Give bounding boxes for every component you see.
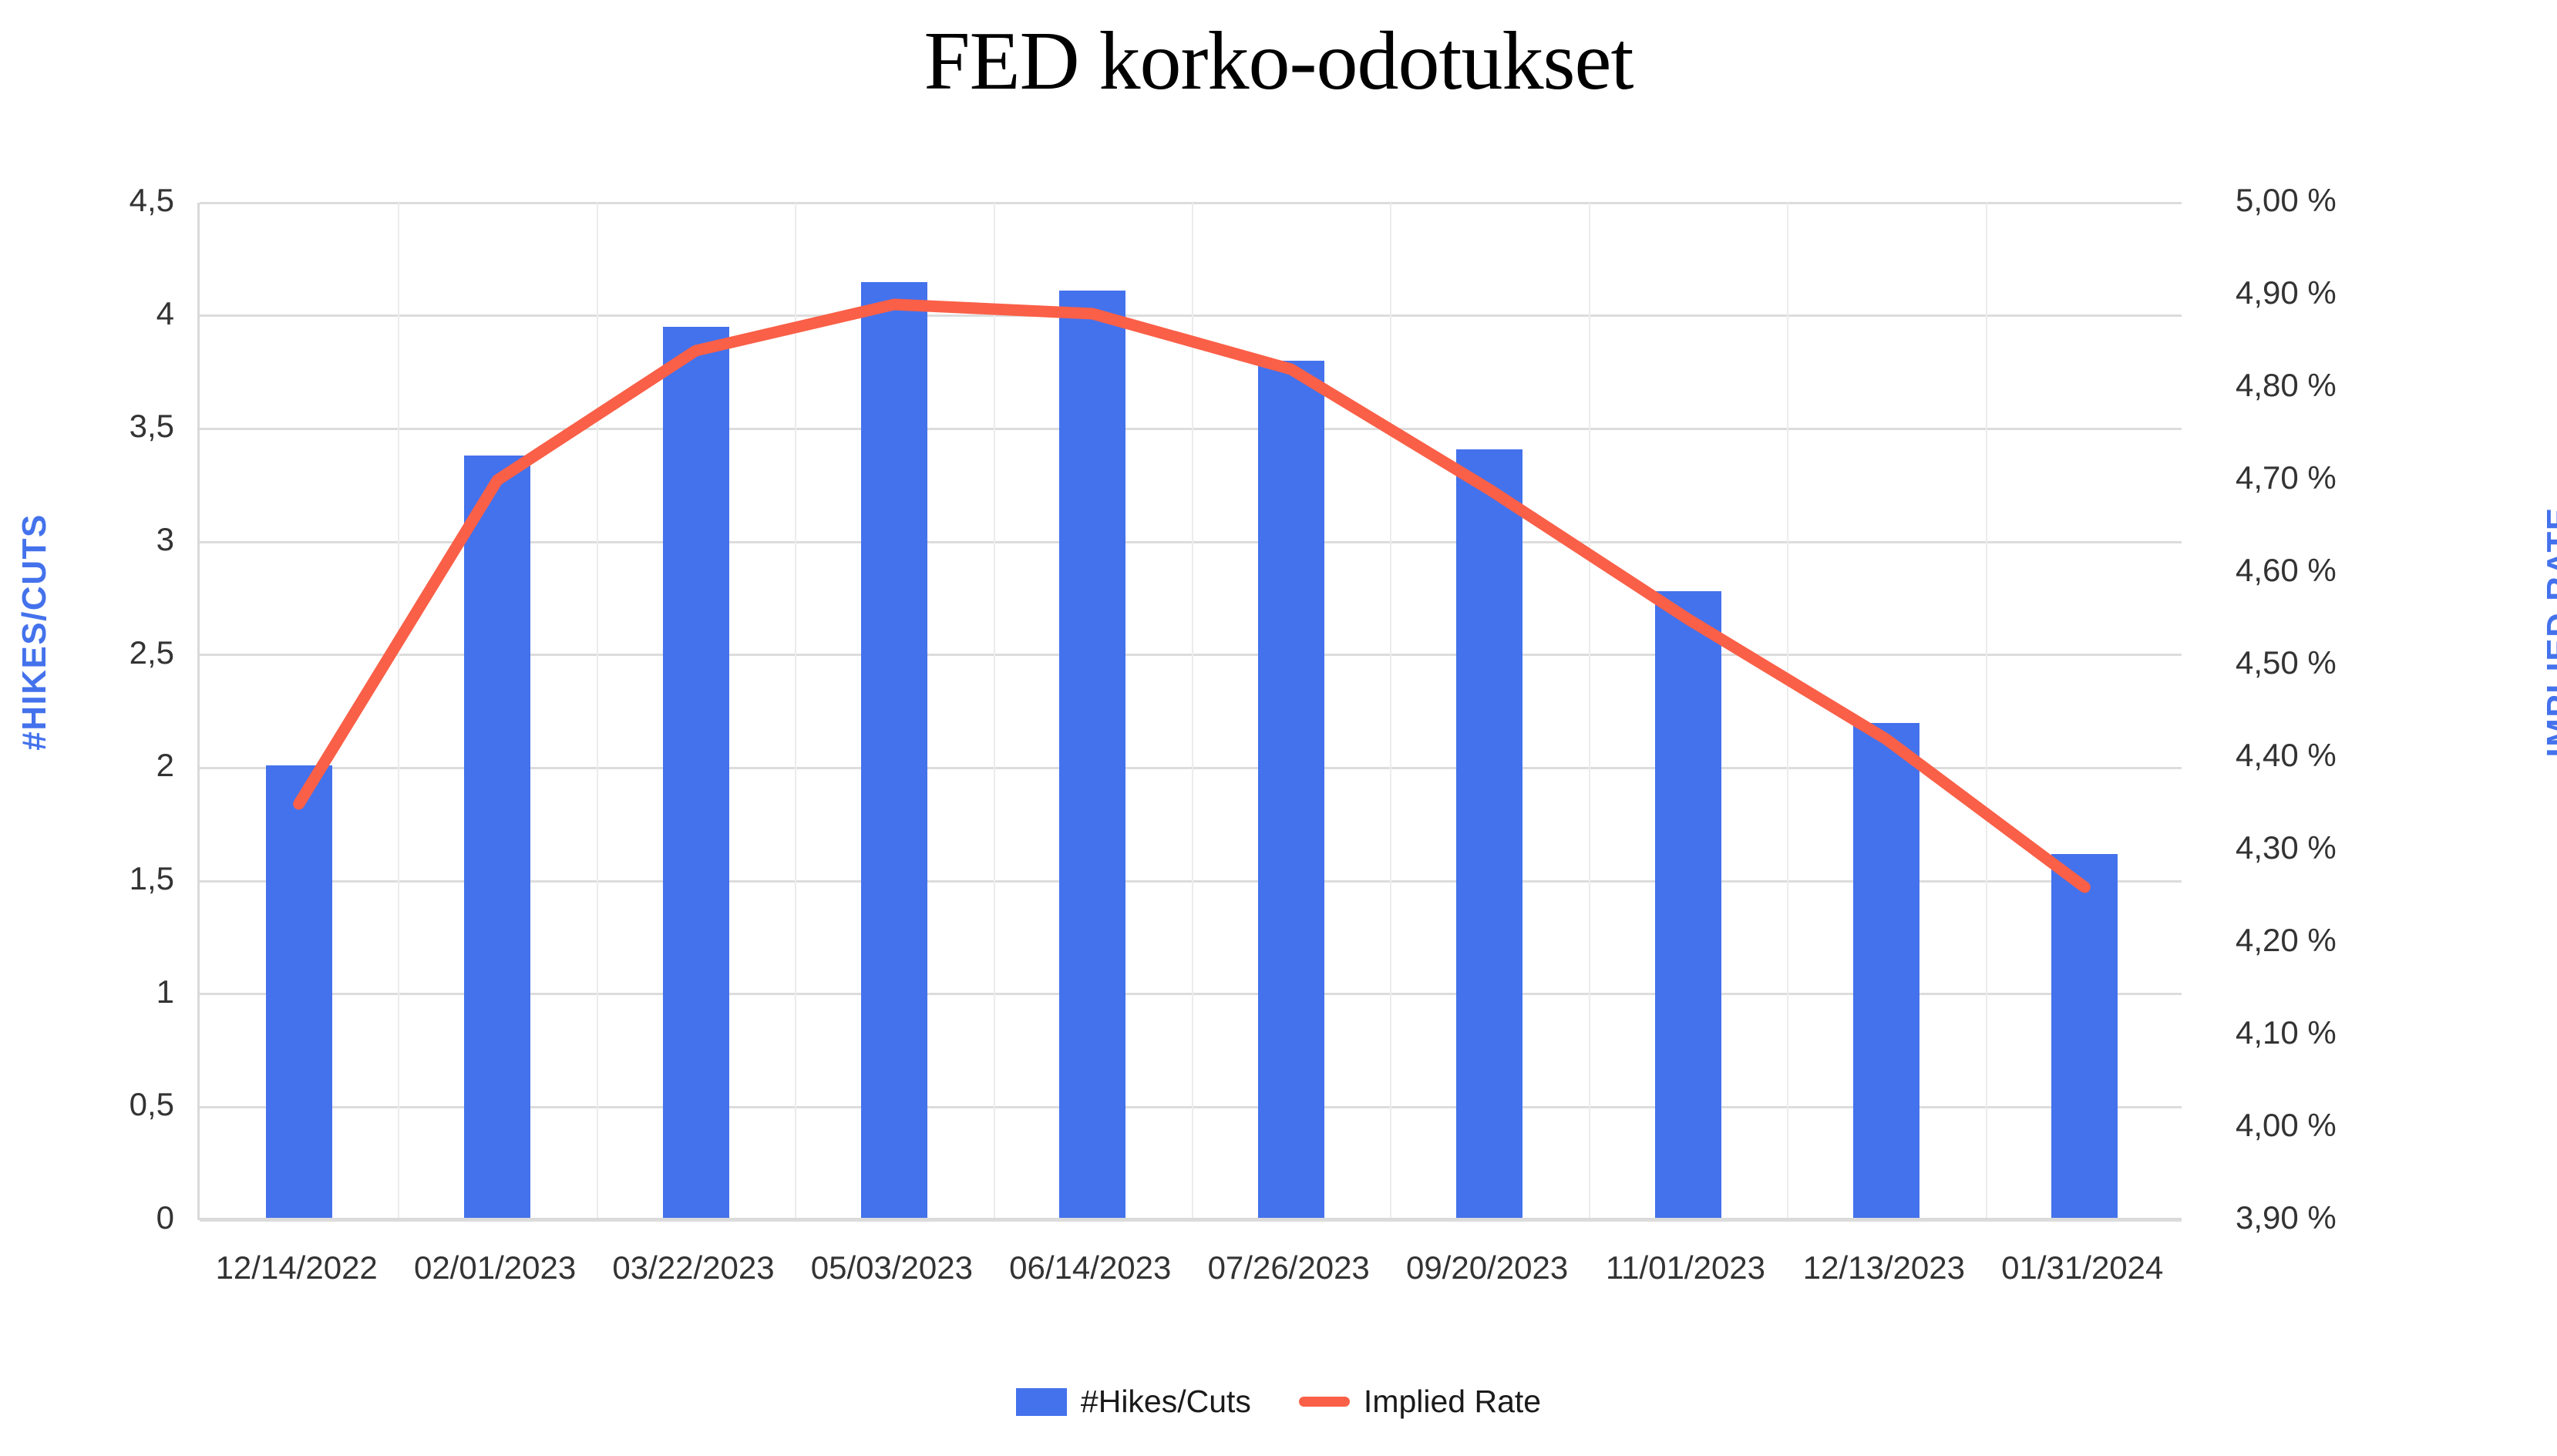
x-axis-tick-label: 09/20/2023 [1405,1249,1569,1286]
x-axis-tick-label: 03/22/2023 [612,1249,775,1286]
bar-03/22/2023[interactable] [662,327,729,1218]
bar-06/14/2023[interactable] [1059,291,1126,1218]
line-swatch-icon [1298,1397,1350,1407]
gridline-horizontal [200,1219,2182,1222]
y-axis-right-tick-label: 4,40 % [2236,737,2337,773]
y-axis-left-tick-label: 2,5 [129,634,174,671]
gridline-horizontal [200,427,2182,430]
bar-09/20/2023[interactable] [1456,449,1523,1218]
y-axis-right-tick-label: 3,90 % [2236,1199,2337,1236]
bar-05/03/2023[interactable] [860,281,927,1218]
legend-item-implied-rate[interactable]: Implied Rate [1298,1384,1542,1420]
y-axis-left-tick-label: 1,5 [129,860,174,896]
bar-11/01/2023[interactable] [1654,591,1721,1218]
y-axis-right-title: IMPLIED RATE [2540,506,2557,758]
gridline-horizontal [200,201,2182,204]
x-axis-tick-label: 12/14/2022 [215,1249,378,1286]
x-axis-tick-label: 06/14/2023 [1009,1249,1172,1286]
y-axis-right-tick-label: 4,10 % [2236,1014,2337,1051]
y-axis-right-tick-label: 4,50 % [2236,644,2337,681]
bar-01/31/2024[interactable] [2051,853,2118,1218]
y-axis-right-tick-label: 4,90 % [2236,274,2337,311]
gridline-vertical [1192,203,1193,1218]
bar-07/26/2023[interactable] [1257,361,1324,1218]
plot-area [197,201,2182,1222]
y-axis-right-tick-label: 4,80 % [2236,367,2337,403]
gridline-horizontal [200,1105,2182,1108]
gridline-vertical [398,203,400,1218]
page-title: FED korko-odotukset [924,15,1634,107]
gridline-horizontal [200,993,2182,996]
gridline-vertical [1787,203,1789,1218]
gridline-vertical [1985,203,1987,1218]
y-axis-right-tick-label: 4,70 % [2236,459,2337,496]
y-axis-left-tick-label: 1 [156,973,174,1010]
x-axis-tick-label: 02/01/2023 [413,1249,577,1286]
x-axis-tick-label: 05/03/2023 [810,1249,973,1286]
y-axis-right-tick-label: 4,60 % [2236,552,2337,588]
gridline-horizontal [200,314,2182,318]
y-axis-right-tick-label: 4,30 % [2236,829,2337,866]
y-axis-right-tick-label: 4,20 % [2236,922,2337,958]
legend-label-implied-rate: Implied Rate [1363,1384,1542,1419]
y-axis-right-tick-label: 4,00 % [2236,1107,2337,1143]
gridline-vertical [1588,203,1590,1218]
x-axis-tick-label: 07/26/2023 [1207,1249,1370,1286]
y-axis-left-tick-label: 4 [156,294,174,331]
y-axis-left-tick-label: 3 [156,521,174,557]
x-axis-tick-label: 11/01/2023 [1605,1249,1766,1286]
x-axis-tick-label: 01/31/2024 [2001,1249,2164,1286]
y-axis-right-tick-label: 5,00 % [2236,182,2337,218]
gridline-vertical [993,203,995,1218]
x-axis-tick-label: 12/13/2023 [1802,1249,1965,1286]
bar-02/01/2023[interactable] [464,456,531,1218]
y-axis-left-tick-label: 4,5 [129,182,174,218]
y-axis-left-tick-label: 0,5 [129,1086,174,1123]
gridline-vertical [596,203,598,1218]
bar-12/14/2022[interactable] [265,765,332,1218]
legend-item-hikes-cuts[interactable]: #Hikes/Cuts [1015,1384,1251,1420]
legend-label-hikes-cuts: #Hikes/Cuts [1080,1384,1251,1419]
gridline-vertical [1390,203,1392,1218]
y-axis-left-tick-label: 2 [156,747,174,784]
y-axis-left-tick-label: 3,5 [129,408,174,445]
legend: #Hikes/Cuts Implied Rate [0,1384,2557,1420]
gridline-vertical [795,203,797,1218]
bar-swatch-icon [1015,1387,1067,1416]
bar-12/13/2023[interactable] [1852,722,1919,1218]
y-axis-left-tick-label: 0 [156,1199,174,1236]
